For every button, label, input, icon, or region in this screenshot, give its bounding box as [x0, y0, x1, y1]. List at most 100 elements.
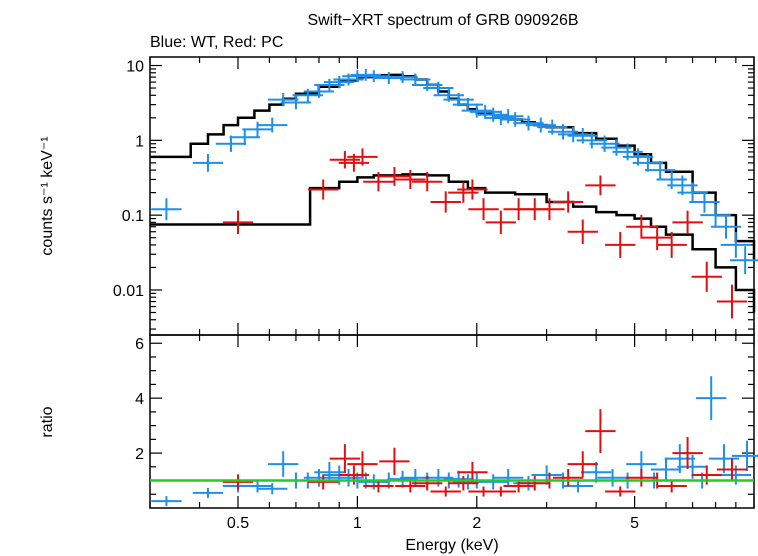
ratio-ytick-labels: 2 4 6 [135, 336, 144, 463]
wt-point [192, 153, 224, 172]
pc-ratio-point [329, 444, 361, 473]
pc-point [468, 198, 499, 221]
wt-point [525, 117, 556, 133]
chart-subtitle: Blue: WT, Red: PC [150, 34, 283, 51]
pc-point [329, 151, 361, 169]
pc-ratio-point [308, 474, 339, 490]
wt-point [478, 107, 509, 122]
pc-ratio-point [379, 447, 410, 475]
ytick-label: 0.01 [113, 283, 144, 300]
pc-point [485, 210, 517, 235]
pc-ratio-point [519, 476, 550, 491]
wt-ratio-point [151, 496, 182, 507]
pc-point [457, 179, 488, 200]
wt-point [452, 97, 484, 112]
pc-point [672, 210, 703, 235]
wt-point [710, 214, 742, 239]
pc-ratio-point [485, 486, 517, 497]
ratio-panel: 2 4 6 ratio [39, 334, 758, 509]
pc-point [430, 191, 461, 213]
pc-point [379, 166, 410, 186]
wt-ratio-point [333, 468, 364, 487]
x-axis-label: Energy (keV) [405, 537, 498, 554]
ytick-label: 0.1 [122, 208, 144, 225]
wt-ratio-point [708, 444, 740, 473]
pc-point [412, 172, 443, 192]
pc-ratio-point [448, 476, 479, 491]
wt-ratio-point [192, 487, 224, 498]
ytick-label: 6 [135, 336, 144, 353]
ytick-label: 2 [135, 446, 144, 463]
wt-point [689, 191, 720, 213]
wt-point [589, 135, 620, 152]
wt-point [513, 115, 544, 131]
wt-point [268, 93, 299, 107]
wt-ratio-point [493, 468, 524, 487]
wt-point [387, 71, 418, 84]
wt-ratio-point [581, 461, 612, 483]
pc-point [605, 231, 636, 258]
pc-point [448, 182, 479, 203]
pc-ratio-point [605, 486, 636, 497]
wt-point [645, 160, 676, 180]
xtick-label: 2 [472, 515, 481, 532]
wt-point [303, 85, 335, 98]
pc-point [691, 261, 722, 292]
pc-point [347, 148, 378, 166]
wt-point [151, 198, 182, 221]
wt-ratio-point [268, 451, 299, 477]
xtick-labels: 0.5 1 2 5 [227, 515, 639, 532]
wt-point [280, 95, 312, 110]
pc-ratio-point [412, 476, 443, 491]
wt-point [493, 109, 524, 124]
spectrum-data [150, 68, 758, 319]
xtick-label: 0.5 [227, 515, 249, 532]
wt-point [730, 246, 758, 275]
pc-ratio-point [430, 486, 461, 497]
pc-point [642, 225, 673, 251]
chart-title: Swift−XRT spectrum of GRB 090926B [307, 12, 578, 29]
wt-point [500, 112, 531, 127]
pc-point [656, 231, 687, 258]
pc-ratio-point [672, 437, 703, 470]
wt-point [576, 132, 607, 149]
pc-ratio-point [626, 468, 657, 487]
pc-point [553, 191, 584, 213]
ratio-data [150, 376, 758, 507]
pc-ratio-point [222, 474, 254, 490]
wt-ratio-point [387, 470, 418, 488]
pc-ratio-point [567, 451, 598, 477]
pc-ratio-point [585, 409, 616, 454]
wt-point [485, 110, 517, 126]
wt-point [423, 81, 454, 95]
pc-point [585, 175, 616, 196]
wt-ratio-point [597, 468, 628, 487]
wt-point [601, 139, 632, 156]
pc-point [534, 198, 565, 221]
spectrum-ylabel: counts s⁻¹ keV⁻¹ [39, 136, 56, 255]
wt-point [720, 231, 752, 258]
wt-point [229, 129, 260, 146]
wt-ratio-point [696, 376, 727, 421]
wt-model-line [150, 73, 756, 261]
wt-ratio-point [731, 440, 758, 472]
pc-point [716, 284, 748, 319]
ratio-ticks [149, 335, 755, 508]
pc-point [222, 210, 254, 235]
wt-point [358, 70, 389, 83]
ratio-frame [149, 334, 755, 509]
wt-point [461, 103, 492, 118]
pc-point [567, 219, 598, 244]
ytick-label: 10 [126, 59, 144, 76]
wt-point [215, 135, 247, 152]
wt-point [257, 117, 288, 133]
ratio-ylabel: ratio [39, 406, 56, 437]
ytick-label: 4 [135, 391, 144, 408]
pc-ratio-point [347, 451, 378, 477]
wt-ratio-point [650, 458, 682, 481]
xtick-label: 5 [630, 515, 639, 532]
pc-point [395, 169, 426, 190]
spectrum-panel: 0.01 0.1 1 10 counts s⁻¹ keV⁻¹ [39, 56, 758, 336]
spectrum-ticks [149, 57, 755, 335]
